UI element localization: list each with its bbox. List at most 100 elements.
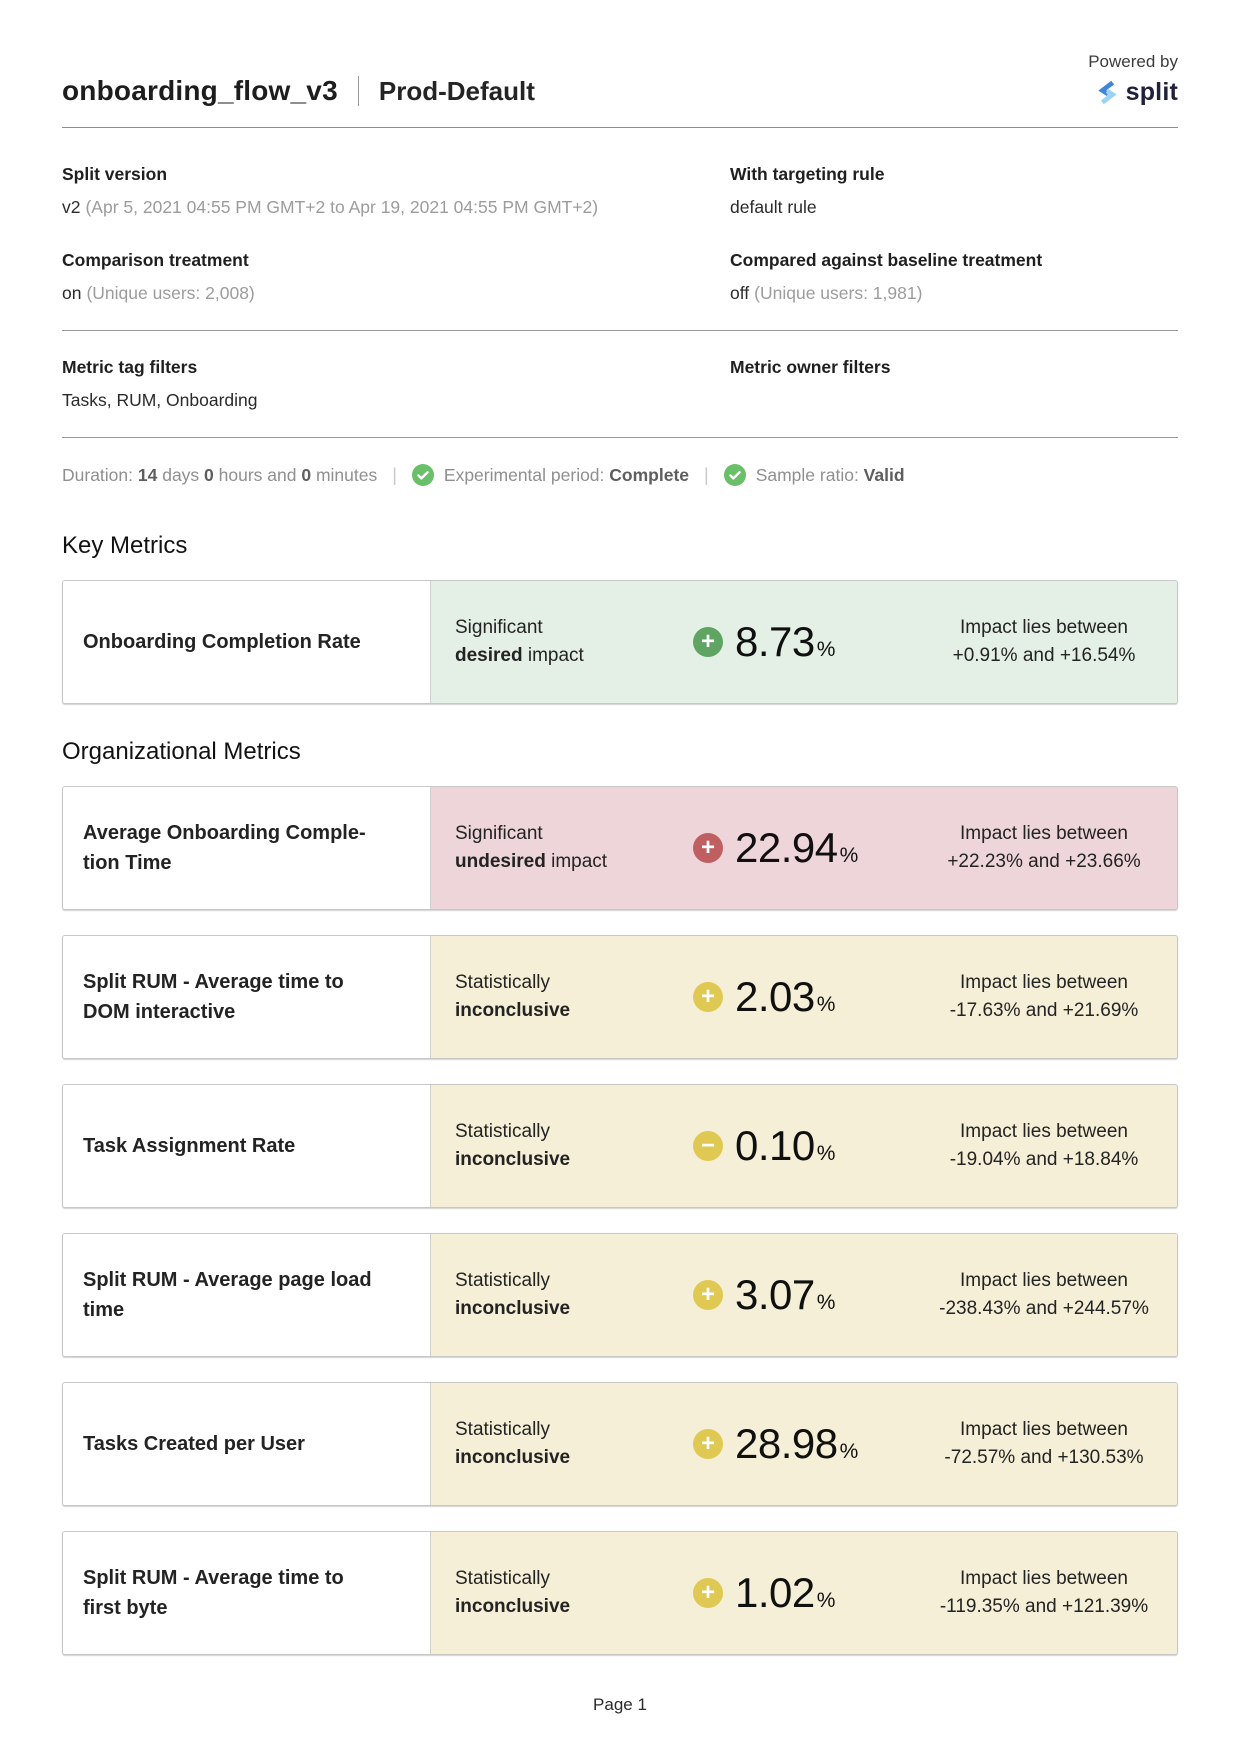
impact-percentage: 8.73 % — [735, 618, 836, 665]
metric-card: Task Assignment Rate Statistically incon… — [62, 1084, 1178, 1208]
check-circle-icon — [723, 464, 746, 486]
metric-result-cell: Significant undesired impact + 22.94 % I… — [431, 787, 1177, 909]
field-label: Metric tag filters — [62, 357, 198, 377]
status-line-1: Statistically — [455, 1120, 551, 1142]
significance-status: Statistically inconclusive — [431, 1118, 693, 1175]
significance-status: Statistically inconclusive — [431, 1565, 693, 1622]
field-value: Tasks, RUM, Onboarding — [62, 390, 258, 410]
significance-status: Statistically inconclusive — [431, 1267, 693, 1324]
status-line-2: undesired impact — [455, 851, 608, 872]
status-line-2: inconclusive — [455, 1447, 571, 1468]
status-line-2: inconclusive — [455, 1000, 571, 1021]
status-line-2: inconclusive — [455, 1298, 571, 1319]
plus-circle-icon: + — [693, 833, 723, 863]
key-metrics-heading: Key Metrics — [62, 532, 188, 559]
field-targeting-rule: With targeting rule default rule — [730, 164, 1178, 218]
impact-percentage: 1.02 % — [735, 1569, 836, 1616]
metric-name: Tasks Created per User — [83, 1433, 305, 1455]
confidence-interval: Impact lies between +22.23% and +23.66% — [947, 822, 1141, 873]
impact-value-group: + 22.94 % — [693, 824, 925, 872]
duration-text: Duration: 14 days 0 hours and 0 minutes — [62, 464, 378, 485]
minus-circle-icon: − — [693, 1131, 723, 1161]
field-metric-tag-filters: Metric tag filters Tasks, RUM, Onboardin… — [62, 357, 730, 411]
status-line-1: Statistically — [455, 1567, 551, 1589]
powered-by-block: Powered by split — [1088, 52, 1178, 107]
impact-percentage: 0.10 % — [735, 1122, 836, 1169]
field-label: Comparison treatment — [62, 250, 249, 270]
report-header: onboarding_flow_v3 Prod-Default Powered … — [62, 52, 1178, 128]
field-comparison-treatment: Comparison treatment on (Unique users: 2,… — [62, 250, 730, 304]
significance-status: Statistically inconclusive — [431, 1416, 693, 1473]
metric-name-cell: Task Assignment Rate — [63, 1085, 431, 1207]
status-line-1: Statistically — [455, 1269, 551, 1291]
field-label: With targeting rule — [730, 164, 885, 184]
report-title: onboarding_flow_v3 — [62, 75, 338, 106]
plus-circle-icon: + — [693, 982, 723, 1012]
organizational-metrics-heading: Organizational Metrics — [62, 738, 301, 765]
experiment-status-bar: Duration: 14 days 0 hours and 0 minutes … — [62, 464, 1178, 486]
field-value: off (Unique users: 1,981) — [730, 283, 923, 303]
metric-name: Split RUM - Average page load time — [83, 1269, 372, 1321]
status-line-1: Significant — [455, 822, 543, 844]
confidence-interval: Impact lies between +0.91% and +16.54% — [952, 616, 1136, 667]
metric-name-cell: Split RUM - Average time to first byte — [63, 1532, 431, 1654]
key-metrics-list: Onboarding Completion Rate Significant d… — [62, 580, 1178, 704]
metric-result-cell: Statistically inconclusive − 0.10 % Impa… — [431, 1085, 1177, 1207]
status-line-1: Significant — [455, 616, 543, 638]
confidence-interval: Impact lies between -119.35% and +121.39… — [939, 1567, 1149, 1618]
confidence-interval: Impact lies between -238.43% and +244.57… — [939, 1269, 1149, 1320]
metric-card: Split RUM - Average page load time Stati… — [62, 1233, 1178, 1357]
impact-value-group: + 1.02 % — [693, 1569, 925, 1617]
impact-percentage: 2.03 % — [735, 973, 836, 1020]
split-logo-icon — [1097, 80, 1117, 105]
significance-status: Significant undesired impact — [431, 820, 693, 877]
status-line-2: inconclusive — [455, 1149, 571, 1170]
impact-value-group: − 0.10 % — [693, 1122, 925, 1170]
metric-name: Average Onboarding Comple­tion Time — [83, 822, 366, 874]
metric-result-cell: Statistically inconclusive + 2.03 % Impa… — [431, 936, 1177, 1058]
metric-name-cell: Onboarding Completion Rate — [63, 581, 431, 703]
split-logo: split — [1088, 78, 1178, 107]
separator: | — [392, 464, 397, 485]
metric-result-cell: Significant desired impact + 8.73 % Impa… — [431, 581, 1177, 703]
impact-value-group: + 2.03 % — [693, 973, 925, 1021]
title-divider — [357, 76, 359, 106]
organizational-metrics-list: Average Onboarding Comple­tion Time Sign… — [62, 786, 1178, 1655]
status-line-2: inconclusive — [455, 1596, 571, 1617]
status-line-1: Statistically — [455, 971, 551, 993]
metric-name-cell: Tasks Created per User — [63, 1383, 431, 1505]
metric-filters: Metric tag filters Tasks, RUM, Onboardin… — [62, 357, 1178, 411]
confidence-interval: Impact lies between -72.57% and +130.53% — [944, 1418, 1144, 1469]
impact-percentage: 28.98 % — [735, 1420, 859, 1467]
impact-percentage: 22.94 % — [735, 824, 859, 871]
impact-value-group: + 3.07 % — [693, 1271, 925, 1319]
metric-card: Split RUM - Average time to first byte S… — [62, 1531, 1178, 1655]
metric-card: Split RUM - Average time to DOM interact… — [62, 935, 1178, 1059]
experimental-period-status: Experimental period: Complete — [411, 464, 689, 486]
environment-name: Prod-Default — [378, 75, 535, 106]
field-value: default rule — [730, 197, 817, 217]
experiment-meta: Split version v2 (Apr 5, 2021 04:55 PM GM… — [62, 164, 1178, 304]
field-baseline-treatment: Compared against baseline treatment off(… — [730, 250, 1178, 304]
metric-name: Onboarding Completion Rate — [83, 631, 361, 653]
check-circle-icon — [411, 464, 434, 486]
field-split-version: Split version v2 (Apr 5, 2021 04:55 PM GM… — [62, 164, 730, 218]
field-value: v2 (Apr 5, 2021 04:55 PM GMT+2 to Apr 19,… — [62, 197, 599, 217]
metric-result-cell: Statistically inconclusive + 3.07 % Impa… — [431, 1234, 1177, 1356]
title-group: onboarding_flow_v3 Prod-Default — [62, 75, 535, 107]
impact-percentage: 3.07 % — [735, 1271, 836, 1318]
metric-result-cell: Statistically inconclusive + 1.02 % Impa… — [431, 1532, 1177, 1654]
confidence-interval: Impact lies between -19.04% and +18.84% — [949, 1120, 1139, 1171]
metric-card: Average Onboarding Comple­tion Time Sign… — [62, 786, 1178, 910]
metric-name: Split RUM - Average time to DOM interact… — [83, 971, 344, 1023]
impact-value-group: + 8.73 % — [693, 618, 925, 666]
field-label: Metric owner filters — [730, 357, 891, 377]
sample-ratio-status: Sample ratio: Valid — [723, 464, 905, 486]
page-number: Page 1 — [593, 1695, 647, 1714]
metric-name: Task Assignment Rate — [83, 1135, 296, 1157]
plus-circle-icon: + — [693, 1280, 723, 1310]
plus-circle-icon: + — [693, 1578, 723, 1608]
field-label: Compared against baseline treatment — [730, 250, 1043, 270]
status-line-1: Statistically — [455, 1418, 551, 1440]
